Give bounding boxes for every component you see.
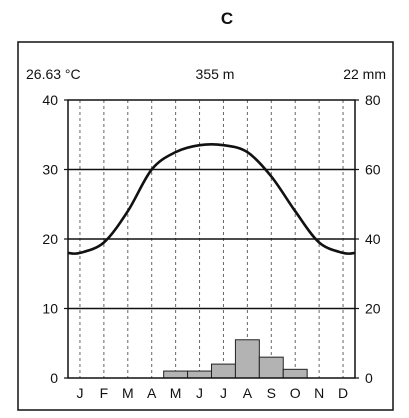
- chart-title: C: [221, 9, 233, 28]
- precipitation-bar: [163, 370, 189, 379]
- precipitation-tick-label: 40: [365, 231, 381, 247]
- month-label: D: [338, 385, 348, 401]
- precipitation-tick-label: 20: [365, 301, 381, 317]
- precipitation-bar: [282, 368, 308, 379]
- temperature-tick-label: 0: [50, 370, 58, 386]
- month-label: N: [314, 385, 324, 401]
- month-label: M: [170, 385, 182, 401]
- precipitation-bar: [234, 339, 260, 379]
- altitude-label: 355 m: [196, 66, 235, 82]
- precipitation-total-label: 22 mm: [343, 66, 386, 82]
- precipitation-bar: [187, 370, 212, 379]
- outer-frame: [17, 41, 394, 411]
- month-label: S: [267, 385, 276, 401]
- grid: [68, 100, 355, 378]
- month-label: A: [243, 385, 253, 401]
- month-label: O: [290, 385, 301, 401]
- month-label: A: [147, 385, 157, 401]
- mean-temperature-label: 26.63 °C: [26, 66, 81, 82]
- month-label: F: [100, 385, 109, 401]
- precipitation-tick-label: 0: [365, 370, 373, 386]
- temperature-line: [67, 143, 356, 255]
- precipitation-tick-label: 60: [365, 162, 381, 178]
- temperature-tick-label: 20: [42, 231, 58, 247]
- precipitation-tick-label: 80: [365, 92, 381, 108]
- month-label: J: [220, 385, 227, 401]
- temperature-tick-label: 10: [42, 301, 58, 317]
- month-label: J: [76, 385, 83, 401]
- temperature-series: [67, 143, 356, 255]
- temperature-tick-label: 30: [42, 162, 58, 178]
- precipitation-bars: [163, 339, 308, 379]
- precipitation-axis: 0 20 40 60 80: [355, 92, 381, 386]
- precipitation-bar: [258, 356, 284, 379]
- month-label: M: [122, 385, 134, 401]
- temperature-tick-label: 40: [42, 92, 58, 108]
- temperature-axis: 0 10 20 30 40: [42, 92, 68, 386]
- precipitation-bar: [211, 363, 236, 379]
- month-label: J: [196, 385, 203, 401]
